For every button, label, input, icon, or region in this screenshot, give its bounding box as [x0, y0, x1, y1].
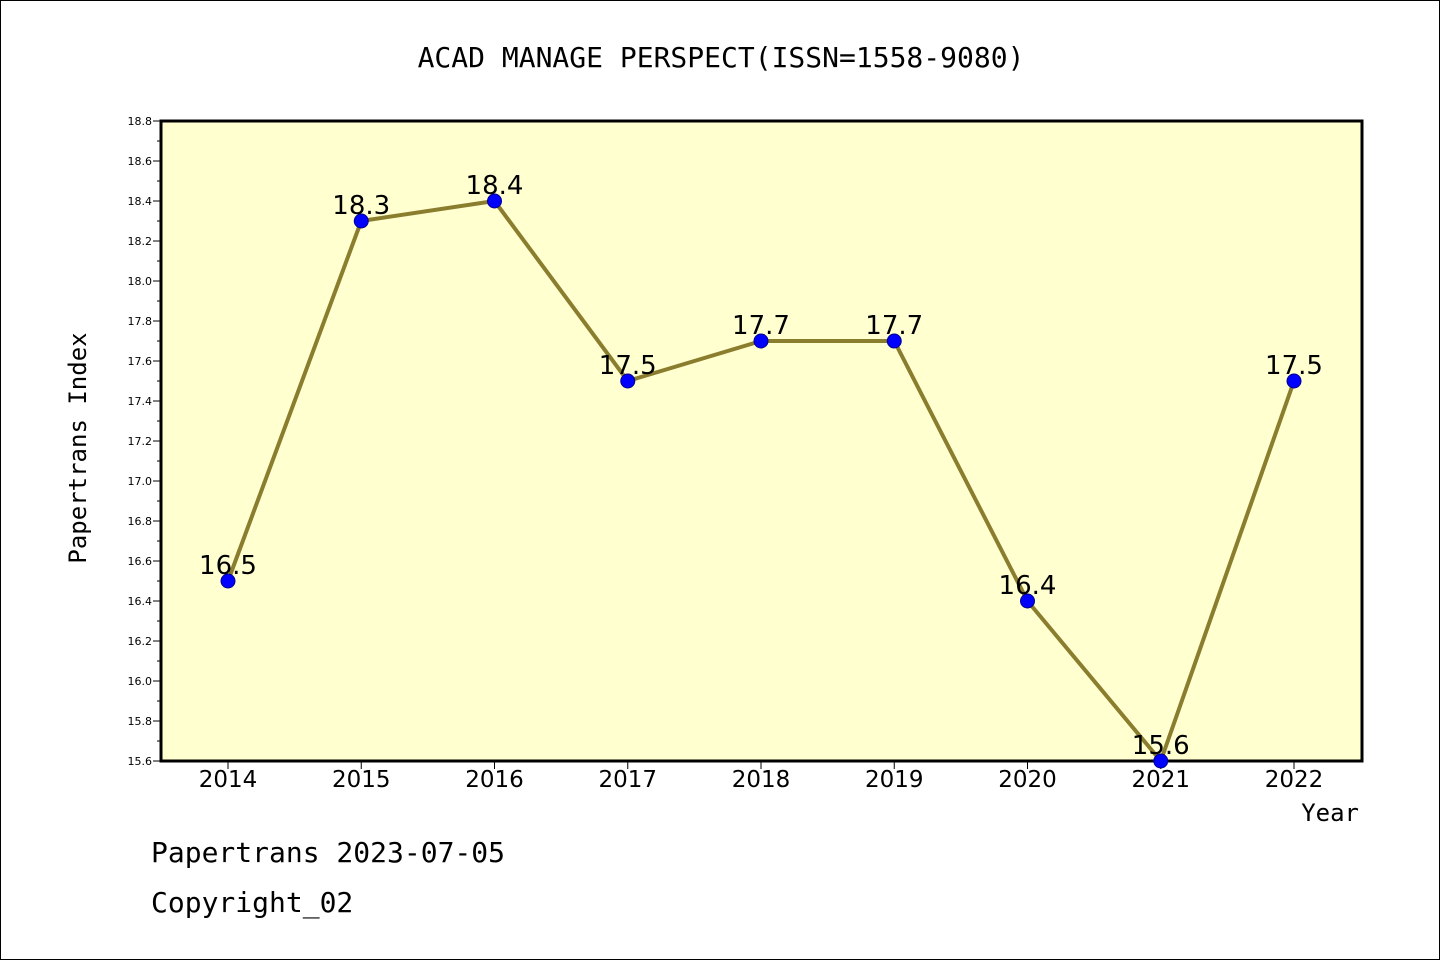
data-point	[620, 373, 636, 389]
y-tick-label: 18.6	[128, 155, 153, 168]
chart-title: ACAD MANAGE PERSPECT(ISSN=1558-9080)	[418, 41, 1025, 74]
data-point	[487, 193, 502, 209]
y-tick-label: 16.2	[128, 635, 153, 648]
y-tick-label: 18.0	[128, 275, 153, 288]
data-point	[753, 333, 769, 349]
y-tick-label: 16.0	[128, 675, 153, 688]
x-tick-label: 2015	[332, 767, 391, 793]
x-tick-label: 2021	[1131, 767, 1190, 793]
x-tick-label: 2017	[598, 767, 657, 793]
y-tick-label: 18.4	[128, 195, 153, 208]
y-tick-label: 17.6	[128, 355, 153, 368]
series-layer: 16.5 18.3 18.4 17.5 17.7 17.7 16.4 15.6 17.5	[199, 171, 1323, 769]
footer-copyright: Copyright_02	[151, 886, 354, 919]
data-point	[1153, 753, 1169, 769]
x-tick-label: 2020	[998, 767, 1057, 793]
y-tick-label: 16.8	[128, 515, 153, 528]
x-axis-label: Year	[1301, 799, 1359, 827]
data-point	[1020, 593, 1035, 609]
y-axis-label: Papertrans Index	[64, 332, 92, 563]
data-label: 18.4	[466, 171, 524, 201]
x-tick-label: 2014	[199, 767, 258, 793]
y-tick-label: 17.0	[128, 475, 153, 488]
x-tick-label: 2016	[465, 767, 524, 793]
data-label: 18.3	[332, 191, 390, 221]
data-label: 17.5	[599, 351, 657, 381]
y-tick-label: 17.2	[128, 435, 153, 448]
data-label: 17.5	[1265, 351, 1323, 381]
y-tick-label: 15.6	[128, 755, 153, 768]
data-label: 17.7	[732, 311, 790, 341]
data-point	[886, 333, 902, 349]
data-point	[353, 213, 369, 229]
data-point	[220, 573, 236, 589]
y-tick-label: 16.4	[128, 595, 153, 608]
y-tick-label: 18.8	[128, 115, 153, 128]
x-axis: 2014 2015 2016 2017 2018 2019 2020 2021 2022	[199, 761, 1324, 793]
data-label: 17.7	[865, 311, 923, 341]
data-point	[1286, 373, 1302, 389]
y-tick-label: 17.8	[128, 315, 153, 328]
footer-date: Papertrans 2023-07-05	[151, 836, 506, 869]
y-tick-label: 16.6	[128, 555, 153, 568]
data-label: 16.4	[999, 571, 1057, 601]
y-tick-label: 18.2	[128, 235, 153, 248]
y-axis: 15.6 15.8 16.0 16.2 16.4 16.6 16.8 17.0 17.2 17.4…	[128, 115, 161, 768]
data-label: 16.5	[199, 551, 257, 581]
x-tick-label: 2022	[1265, 767, 1324, 793]
y-tick-label: 17.4	[128, 395, 153, 408]
data-label: 15.6	[1132, 731, 1190, 761]
x-tick-label: 2018	[732, 767, 791, 793]
y-tick-label: 15.8	[128, 715, 153, 728]
x-tick-label: 2019	[865, 767, 924, 793]
